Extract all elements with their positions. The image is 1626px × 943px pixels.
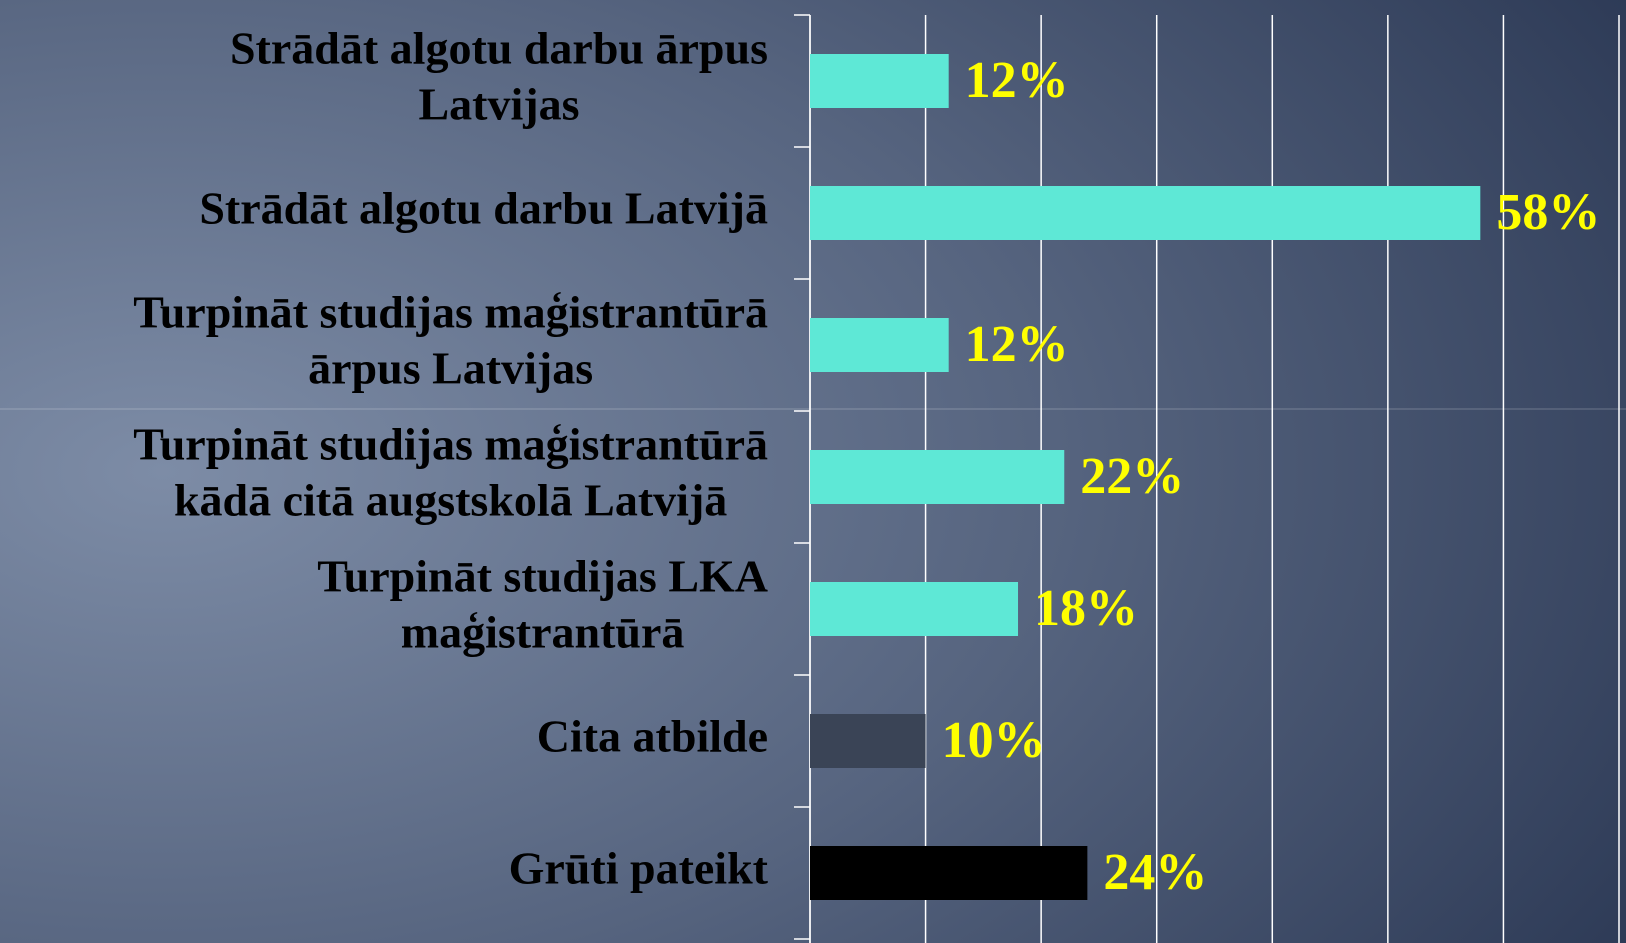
category-label: Turpināt studijas maģistrantūrā (133, 287, 768, 338)
category-label: Turpināt studijas LKA (317, 551, 768, 602)
category-label: Turpināt studijas maģistrantūrā (133, 419, 768, 470)
bar (810, 186, 1481, 240)
value-label: 58% (1496, 184, 1600, 241)
bar (810, 582, 1019, 636)
bar (810, 846, 1088, 900)
category-label: kādā citā augstskolā Latvijā (174, 475, 727, 526)
category-label: maģistrantūrā (401, 607, 685, 658)
value-label: 18% (1034, 580, 1138, 637)
value-label: 24% (1103, 844, 1207, 901)
bar (810, 54, 949, 108)
category-label: Latvijas (418, 79, 579, 130)
value-label: 10% (942, 712, 1046, 769)
value-label: 12% (965, 316, 1069, 373)
category-label: Grūti pateikt (509, 843, 769, 894)
category-label: ārpus Latvijas (308, 343, 593, 394)
bar (810, 318, 949, 372)
category-label: Strādāt algotu darbu ārpus (230, 23, 768, 74)
category-label: Cita atbilde (537, 711, 768, 762)
value-label: 22% (1080, 448, 1184, 505)
category-label: Strādāt algotu darbu Latvijā (199, 183, 768, 234)
value-label: 12% (965, 52, 1069, 109)
bar (810, 450, 1065, 504)
bar (810, 714, 926, 768)
